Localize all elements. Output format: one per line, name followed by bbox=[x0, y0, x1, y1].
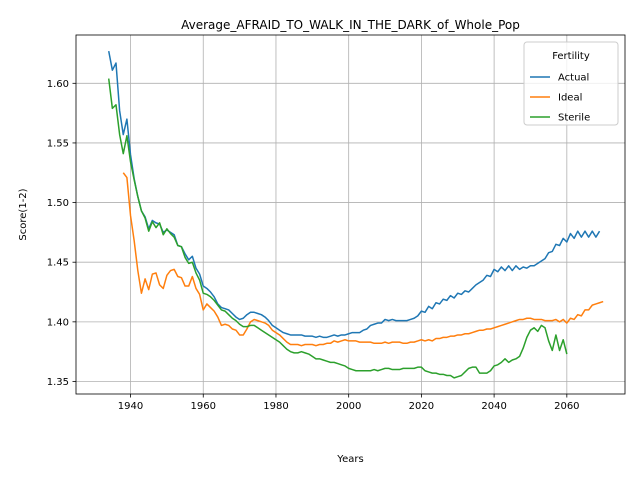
y-tick-label: 1.60 bbox=[47, 79, 69, 90]
y-tick-label: 1.45 bbox=[47, 258, 69, 269]
x-tick-label: 2060 bbox=[554, 401, 579, 412]
series-line-ideal bbox=[122, 172, 604, 347]
y-tick-label: 1.50 bbox=[47, 198, 69, 209]
grid bbox=[76, 35, 625, 394]
series-lines bbox=[107, 50, 604, 379]
legend-label-sterile: Sterile bbox=[558, 113, 590, 124]
legend-box bbox=[523, 41, 619, 126]
series-line-actual bbox=[107, 50, 601, 339]
legend-label-actual: Actual bbox=[558, 73, 589, 84]
x-tick-label: 2000 bbox=[336, 401, 361, 412]
x-axis: 1940 1960 1980 2000 2020 2040 2060 bbox=[118, 394, 580, 412]
x-axis-label: Years bbox=[336, 454, 363, 465]
y-tick-label: 1.35 bbox=[47, 377, 69, 388]
legend-label-ideal: Ideal bbox=[558, 93, 582, 104]
x-tick-label: 1960 bbox=[191, 401, 216, 412]
legend-title: Fertility bbox=[552, 51, 590, 62]
legend: Fertility Actual Ideal Sterile bbox=[523, 41, 619, 126]
x-tick-label: 2020 bbox=[409, 401, 434, 412]
x-tick-label: 1980 bbox=[263, 401, 288, 412]
y-axis-label: Score(1-2) bbox=[18, 188, 29, 240]
x-tick-label: 1940 bbox=[118, 401, 143, 412]
series-line-sterile bbox=[107, 78, 568, 379]
y-tick-label: 1.40 bbox=[47, 317, 69, 328]
plot-frame bbox=[75, 34, 626, 395]
x-tick-label: 2040 bbox=[481, 401, 506, 412]
y-tick-label: 1.55 bbox=[47, 138, 69, 149]
chart-title: Average_AFRAID_TO_WALK_IN_THE_DARK_of_Wh… bbox=[181, 18, 520, 32]
y-axis: 1.35 1.40 1.45 1.50 1.55 1.60 bbox=[47, 79, 76, 388]
